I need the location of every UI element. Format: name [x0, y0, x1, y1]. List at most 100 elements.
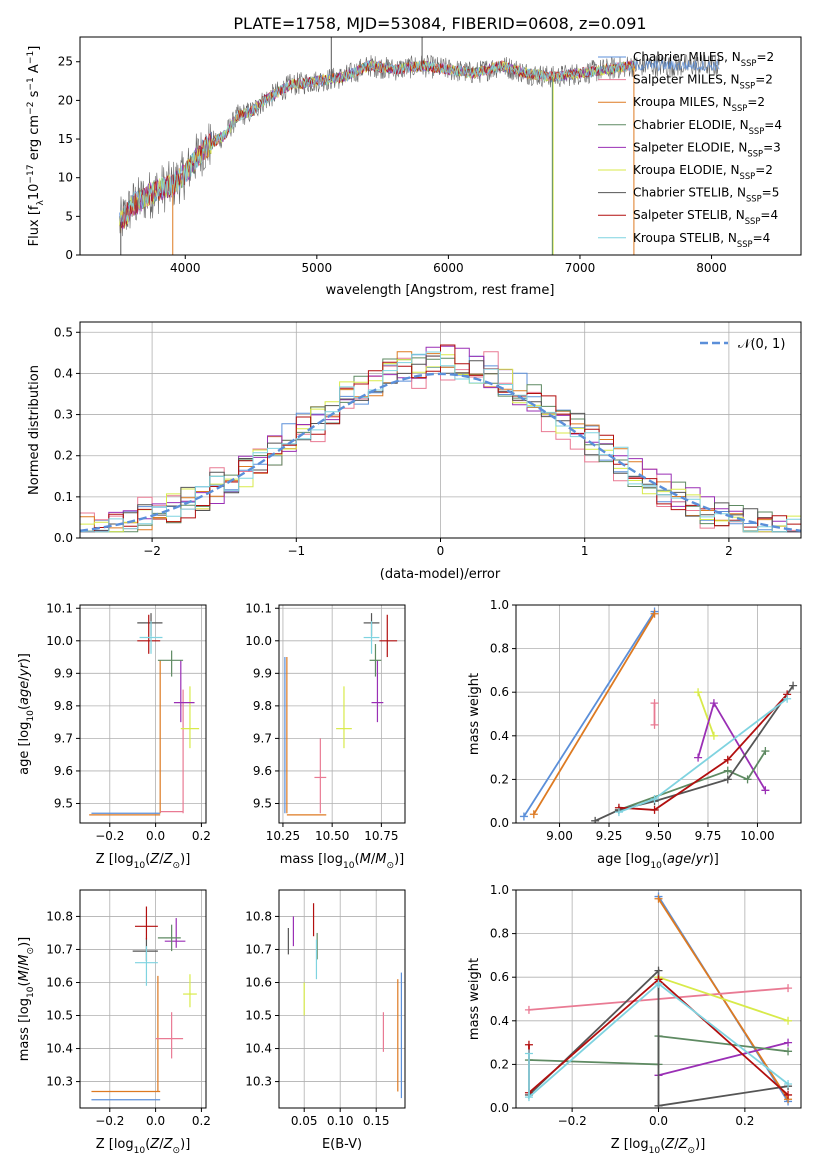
residuals-xtick-label: 1 [581, 544, 589, 558]
weight_vs_Z-marker-kroupa_stelib [524, 1093, 533, 1102]
age_vs_mass-frame [278, 604, 406, 824]
mass-vs-Z-ylabel: mass [log10(M/M⊙)] [17, 937, 36, 1061]
residuals-histogram-panel: −2 −1 0 1 2 0.0 0.1 0.2 0.3 0.4 0.5 𝒩(0, 1) (data-mo… [27, 321, 802, 582]
mass_vs_Z-frame [79, 889, 207, 1109]
weight_vs_Z-line-kroupa_stelib [528, 982, 789, 1100]
mass_vs_ebv-ytick-label: 10.5 [245, 1009, 272, 1023]
residuals-ytick-label: 0.5 [54, 325, 73, 339]
age_vs_mass-axes: 10.25 10.50 10.75 9.5 9.6 9.7 9.8 9.9 10.0 10.1 ma… [245, 601, 406, 871]
mass_vs_Z-ytick-label: 10.8 [46, 909, 73, 923]
spectrum-line-kroupa_stelib [120, 59, 636, 224]
weight_vs_age-marker-chabrier_stelib [591, 816, 600, 823]
legend-entry-salpeter_stelib: Salpeter STELIB, NSSP=4 [633, 208, 778, 226]
weight_vs_Z-marker-salpeter_miles [524, 1005, 533, 1014]
spectrum-ytick-label: 0 [65, 248, 73, 262]
legend-normal-label: 𝒩(0, 1) [738, 337, 785, 352]
weight_vs_age-grid [516, 604, 801, 824]
weight_vs_age-marker-chabrier_elodie [723, 766, 732, 775]
spectrum-legend: Chabrier MILES, NSSP=2 Salpeter MILES, NS… [598, 50, 782, 249]
age_vs_mass-xtick-label: 10.75 [364, 829, 398, 843]
weight_vs_age-marker-chabrier_stelib [789, 681, 798, 690]
weight_vs_age-marker-kroupa_stelib [614, 808, 623, 817]
weight_vs_Z-line-kroupa_elodie [658, 976, 789, 1022]
weight_vs_age-marker-kroupa_elodie [694, 688, 703, 697]
mass-vs-extinction-panel: 0.05 0.10 0.15 10.3 10.4 10.5 10.6 10.7 10.8 E(B-… [245, 889, 406, 1152]
mass_vs_ebv-frame [278, 889, 406, 1109]
weight_vs_age-marker-salpeter_stelib [723, 755, 732, 764]
age_vs_Z-ytick-label: 9.9 [54, 666, 73, 680]
legend-entry-chabrier_elodie: Chabrier ELODIE, NSSP=4 [633, 118, 782, 136]
weight-vs-age-xlabel: age [log10(age/yr)] [597, 852, 719, 871]
residuals-xtick-label: −1 [287, 544, 305, 558]
legend-entry-kroupa_stelib: Kroupa STELIB, NSSP=4 [633, 231, 770, 249]
residuals-xtick-label: 2 [725, 544, 733, 558]
spectrum-ytick-label: 20 [58, 93, 73, 107]
age_vs_Z-frame [79, 604, 207, 824]
weight-vs-age-panel: 9.00 9.25 9.50 9.75 10.00 0.0 0.2 0.4 0.6 0.8 1.0 a… [467, 598, 802, 871]
age_vs_Z-xtick-label: −0.2 [95, 829, 124, 843]
weight_vs_age-marker-salpeter_miles [650, 699, 659, 708]
weight_vs_Z-ytick-label: 0.4 [490, 1014, 509, 1028]
weight_vs_Z-marker-chabrier_stelib [654, 966, 663, 975]
weight_vs_Z-xtick-label: −0.2 [558, 1114, 587, 1128]
weight_vs_age-xtick-label: 9.00 [546, 829, 573, 843]
spectrum-frame [79, 36, 802, 256]
weight_vs_Z-marker-salpeter_miles [784, 984, 793, 993]
weight_vs_Z-marker-salpeter_elodie [784, 1038, 793, 1047]
spectrum-ytick-label: 10 [58, 171, 73, 185]
age_vs_Z-ytick-label: 10.0 [46, 634, 73, 648]
weight_vs_age-axes: 9.00 9.25 9.50 9.75 10.00 0.0 0.2 0.4 0.6 0.8 1.0 a… [467, 598, 802, 871]
age_vs_mass-xtick-label: 10.25 [266, 829, 300, 843]
spectrum-xtick-label: 8000 [696, 261, 727, 275]
residuals-xlabel: (data-model)/error [380, 567, 501, 582]
mass_vs_Z-ytick-label: 10.5 [46, 1009, 73, 1023]
weight_vs_age-marker-salpeter_elodie [709, 699, 718, 708]
age_vs_mass-grid [279, 605, 405, 823]
age_vs_mass-ytick-label: 10.0 [245, 634, 272, 648]
spectrum-xtick-label: 5000 [302, 261, 333, 275]
weight_vs_age-ytick-label: 0.0 [490, 816, 509, 830]
age-vs-metallicity-panel: −0.2 0.0 0.2 9.5 9.6 9.7 9.8 9.9 10.0 10.1 Z [log1… [17, 601, 211, 871]
weight_vs_age-marker-salpeter_stelib [650, 805, 659, 814]
age-vs-mass-xlabel: mass [log10(M/M⊙)] [280, 852, 404, 871]
weight_vs_Z-marker-kroupa_elodie [784, 1016, 793, 1025]
mass_vs_Z-axes: −0.2 0.0 0.2 10.3 10.4 10.5 10.6 10.7 10.8 Z [log… [17, 889, 211, 1156]
age_vs_Z-ytick-label: 9.5 [54, 796, 73, 810]
weight_vs_Z-ytick-label: 1.0 [490, 883, 509, 897]
residuals-xtick-label: 0 [437, 544, 445, 558]
weight_vs_age-plot-area [519, 607, 798, 823]
weight_vs_age-marker-chabrier_elodie [743, 775, 752, 784]
spectrum-xtick-label: 6000 [433, 261, 464, 275]
weight_vs_Z-xtick-label: 0.0 [649, 1114, 668, 1128]
spectrum-line-kroupa_miles [119, 59, 636, 234]
residuals-ytick-label: 0.0 [54, 531, 73, 545]
legend-entry-chabrier_stelib: Chabrier STELIB, NSSP=5 [633, 186, 779, 204]
age_vs_mass-ytick-label: 9.8 [253, 699, 272, 713]
figure-title: PLATE=1758, MJD=53084, FIBERID=0608, z=0… [233, 14, 646, 33]
weight_vs_age-marker-kroupa_miles [650, 609, 659, 618]
spectrum-panel: 4000 5000 6000 7000 8000 0 5 10 15 20 25 wavelength… [26, 36, 802, 298]
mass_vs_ebv-ytick-label: 10.8 [245, 909, 272, 923]
legend-entry-kroupa_miles: Kroupa MILES, NSSP=2 [633, 95, 765, 113]
weight_vs_age-line-chabrier_elodie [618, 750, 767, 811]
weight_vs_Z-axes: −0.2 0.0 0.2 0.0 0.2 0.4 0.6 0.8 1.0 Z [log10(Z/Z… [467, 883, 802, 1156]
normal-curve [80, 372, 801, 532]
age-vs-Z-xlabel: Z [log10(Z/Z⊙)] [96, 852, 191, 871]
mass_vs_ebv-ytick-label: 10.6 [245, 975, 272, 989]
weight_vs_Z-marker-kroupa_stelib [524, 1049, 533, 1058]
weight_vs_age-ytick-label: 0.4 [490, 729, 509, 743]
mass_vs_Z-ytick-label: 10.6 [46, 975, 73, 989]
weight_vs_Z-marker-chabrier_elodie [784, 1047, 793, 1056]
legend-entry-kroupa_elodie: Kroupa ELODIE, NSSP=2 [633, 163, 773, 181]
spectrum-ytick-label: 15 [58, 132, 73, 146]
weight_vs_age-marker-chabrier_stelib [723, 775, 732, 784]
weight_vs_Z-xtick-label: 0.2 [735, 1114, 754, 1128]
weight_vs_age-line-kroupa_elodie [697, 691, 715, 737]
mass_vs_Z-ytick-label: 10.3 [46, 1075, 73, 1089]
residuals-ytick-label: 0.2 [54, 449, 73, 463]
weight_vs_age-marker-chabrier_miles [519, 812, 528, 821]
weight_vs_age-ytick-label: 0.6 [490, 685, 509, 699]
weight_vs_age-marker-salpeter_elodie [694, 753, 703, 762]
weight_vs_age-xtick-label: 10.00 [740, 829, 774, 843]
